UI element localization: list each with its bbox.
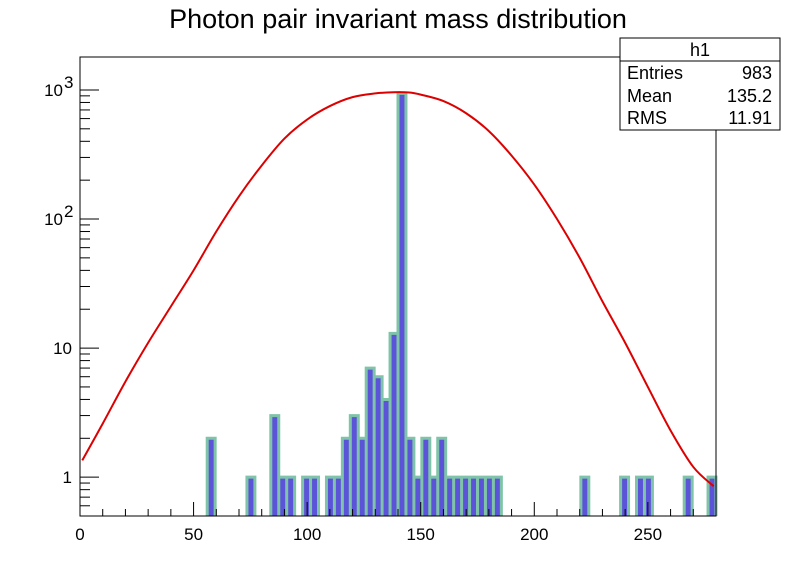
histogram-bin bbox=[413, 477, 422, 516]
histogram-bars bbox=[205, 91, 718, 516]
y-tick-label: 10 bbox=[53, 339, 72, 358]
stats-box-frame bbox=[619, 37, 781, 131]
y-tick-label: 1 bbox=[63, 468, 72, 487]
stats-rms-label: RMS bbox=[627, 108, 667, 128]
histogram-bin bbox=[286, 477, 295, 516]
histogram-bin bbox=[310, 477, 319, 516]
x-tick-label: 250 bbox=[634, 525, 662, 544]
y-tick-exponent: 2 bbox=[64, 202, 73, 221]
fit-curve-layer bbox=[81, 91, 715, 487]
stats-entries-value: 983 bbox=[742, 63, 772, 83]
histogram-bin bbox=[445, 477, 454, 516]
histogram-bin bbox=[278, 477, 287, 516]
x-tick-label: 0 bbox=[75, 525, 84, 544]
histogram-bin bbox=[477, 477, 486, 516]
histogram-bin bbox=[358, 438, 367, 516]
histogram-bin bbox=[398, 93, 406, 516]
histogram-bin bbox=[382, 399, 391, 516]
histogram-bin bbox=[485, 477, 494, 516]
histogram-bin bbox=[270, 415, 279, 516]
chart-title: Photon pair invariant mass distribution bbox=[169, 4, 627, 34]
histogram-bin bbox=[405, 438, 414, 516]
histogram-bin bbox=[469, 477, 478, 516]
stats-title: h1 bbox=[690, 40, 710, 60]
stats-mean-label: Mean bbox=[627, 86, 672, 106]
histogram-bin bbox=[246, 477, 255, 516]
x-tick-label: 100 bbox=[293, 525, 321, 544]
histogram-bin bbox=[684, 477, 693, 516]
histogram-bin bbox=[453, 477, 462, 516]
histogram-bin bbox=[350, 415, 359, 516]
histogram-outline bbox=[205, 91, 718, 516]
histogram-bin bbox=[334, 477, 343, 516]
histogram-bin bbox=[207, 438, 216, 516]
histogram-bin bbox=[366, 368, 375, 516]
stats-entries-label: Entries bbox=[627, 63, 683, 83]
histogram-bin bbox=[636, 477, 645, 516]
histogram-bin bbox=[493, 477, 502, 516]
histogram-bin bbox=[374, 376, 383, 516]
histogram-bin bbox=[708, 477, 716, 516]
histogram-bin bbox=[429, 477, 438, 516]
histogram-bin bbox=[620, 477, 629, 516]
histogram-bin bbox=[326, 477, 335, 516]
fit-curve bbox=[81, 91, 715, 487]
x-tick-label: 200 bbox=[520, 525, 548, 544]
histogram-bin bbox=[461, 477, 470, 516]
histogram-bin bbox=[580, 477, 589, 516]
stats-mean-value: 135.2 bbox=[727, 86, 772, 106]
y-tick-label: 10 bbox=[44, 81, 63, 100]
stats-box: h1 Entries 983 Mean 135.2 RMS 11.91 bbox=[619, 37, 781, 131]
histogram-bin bbox=[302, 477, 311, 516]
histogram-bin bbox=[644, 477, 653, 516]
x-tick-label: 50 bbox=[184, 525, 203, 544]
x-tick-label: 150 bbox=[407, 525, 435, 544]
histogram-bin bbox=[421, 438, 430, 516]
histogram-bin bbox=[342, 438, 351, 516]
y-tick-exponent: 3 bbox=[64, 73, 73, 92]
stats-rms-value: 11.91 bbox=[728, 108, 772, 128]
histogram-bin bbox=[437, 438, 446, 516]
histogram-bin bbox=[390, 333, 398, 516]
y-tick-label: 10 bbox=[44, 210, 63, 229]
